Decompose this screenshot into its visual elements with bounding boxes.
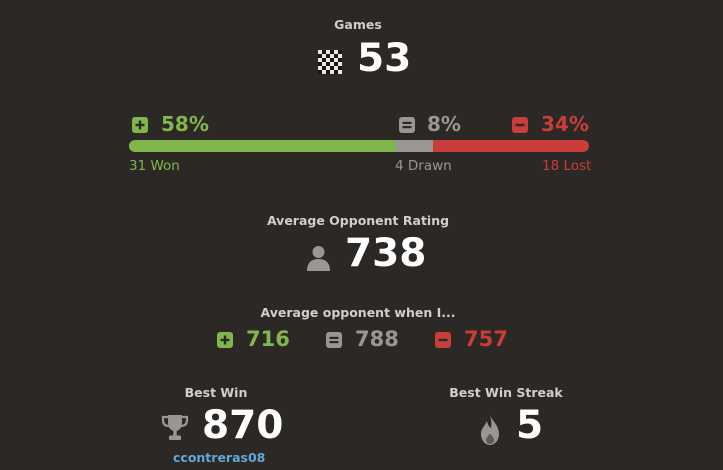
- win-plus-icon: [132, 117, 148, 133]
- best-win-value: 870: [202, 403, 284, 448]
- best-win-opponent-link[interactable]: ccontreras08: [173, 450, 266, 465]
- results-bar-lost: [432, 140, 589, 152]
- when-draw-equals-icon: [326, 332, 342, 348]
- lost-count-label: 18 Lost: [542, 158, 592, 174]
- user-icon: [306, 245, 331, 275]
- games-count: 53: [357, 36, 412, 81]
- when-loss-minus-icon: [435, 332, 451, 348]
- results-bar: [129, 140, 589, 152]
- results-bar-won: [129, 140, 396, 152]
- won-percentage: 58%: [161, 112, 209, 136]
- best-streak-value: 5: [516, 403, 544, 448]
- avg-rating-value: 738: [345, 231, 427, 276]
- drawn-count-label: 4 Drawn: [395, 158, 452, 174]
- results-bar-drawn: [395, 140, 433, 152]
- drawn-percentage: 8%: [427, 112, 461, 136]
- avg-when-win-value: 716: [246, 327, 290, 351]
- avg-when-label: Average opponent when I...: [260, 305, 456, 320]
- best-win-label: Best Win: [184, 385, 248, 400]
- when-win-plus-icon: [217, 332, 233, 348]
- best-streak-label: Best Win Streak: [449, 385, 563, 400]
- checkerboard-icon: [318, 50, 342, 78]
- draw-equals-icon: [399, 117, 415, 133]
- trophy-icon: [161, 413, 189, 447]
- flame-icon: [479, 414, 501, 450]
- lost-percentage: 34%: [541, 112, 589, 136]
- avg-when-draw-value: 788: [355, 327, 399, 351]
- loss-minus-icon: [512, 117, 528, 133]
- avg-when-loss-value: 757: [464, 327, 508, 351]
- avg-rating-label: Average Opponent Rating: [266, 213, 450, 228]
- won-count-label: 31 Won: [129, 158, 180, 174]
- games-label: Games: [334, 17, 382, 32]
